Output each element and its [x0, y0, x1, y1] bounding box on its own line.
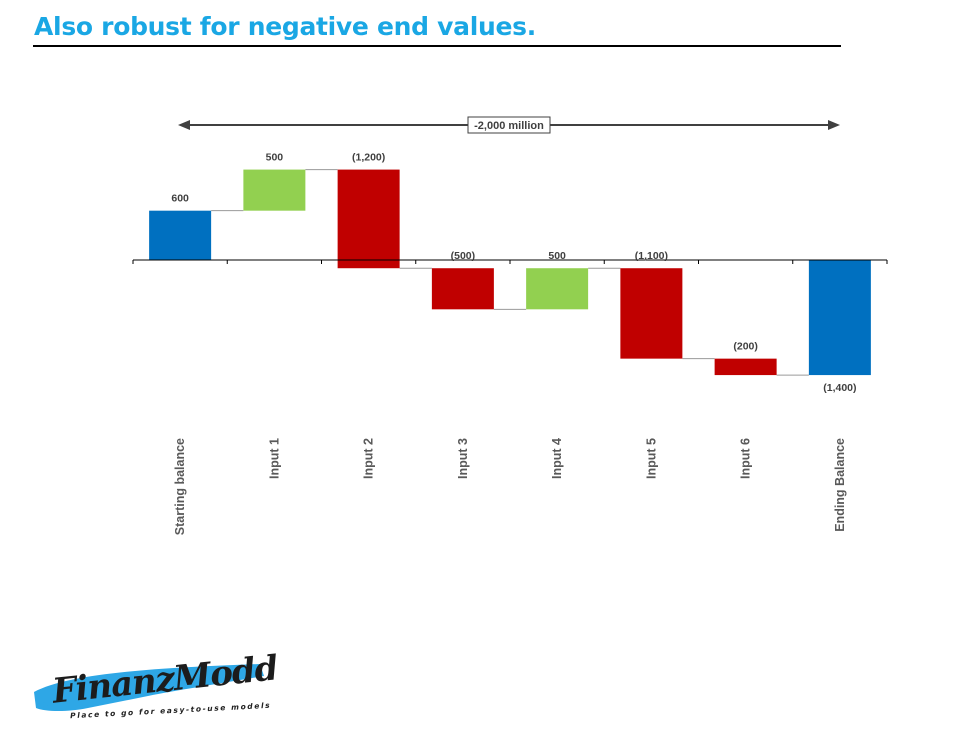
slide-title: Also robust for negative end values. — [34, 12, 536, 41]
category-label: Starting balance — [173, 438, 187, 535]
category-label: Input 4 — [550, 438, 564, 479]
data-label: (500) — [451, 250, 476, 262]
bar-input-3 — [431, 268, 494, 310]
brush-stroke-icon — [34, 664, 264, 711]
bar-starting-balance — [149, 210, 212, 260]
bar-input-1 — [243, 169, 306, 211]
annotation-box — [467, 116, 551, 134]
title-underline — [33, 45, 841, 47]
finanzmodd-logo: FinanzModd Place to go for easy-to-use m… — [28, 648, 279, 730]
data-label: 500 — [548, 250, 566, 262]
bar-ending-balance — [808, 260, 871, 376]
annotation-arrow-right-icon — [828, 120, 840, 130]
data-label: (1,100) — [635, 250, 668, 262]
category-label: Input 5 — [644, 438, 658, 479]
category-label: Ending Balance — [833, 438, 847, 532]
bar-input-2 — [337, 169, 400, 269]
data-label: 500 — [266, 152, 284, 164]
data-label: (200) — [733, 341, 758, 353]
category-label: Input 1 — [267, 438, 281, 479]
data-label: 600 — [171, 193, 189, 205]
category-label: Input 3 — [456, 438, 470, 479]
category-label: Input 2 — [362, 438, 376, 479]
bar-input-4 — [526, 268, 589, 310]
bar-input-5 — [620, 268, 683, 359]
category-label: Input 6 — [739, 438, 753, 479]
annotation-arrow-left-icon — [178, 120, 190, 130]
annotation-label: -2,000 million — [474, 120, 544, 132]
data-label: (1,200) — [352, 152, 385, 164]
bar-input-6 — [714, 358, 777, 376]
data-label: (1,400) — [823, 382, 856, 394]
